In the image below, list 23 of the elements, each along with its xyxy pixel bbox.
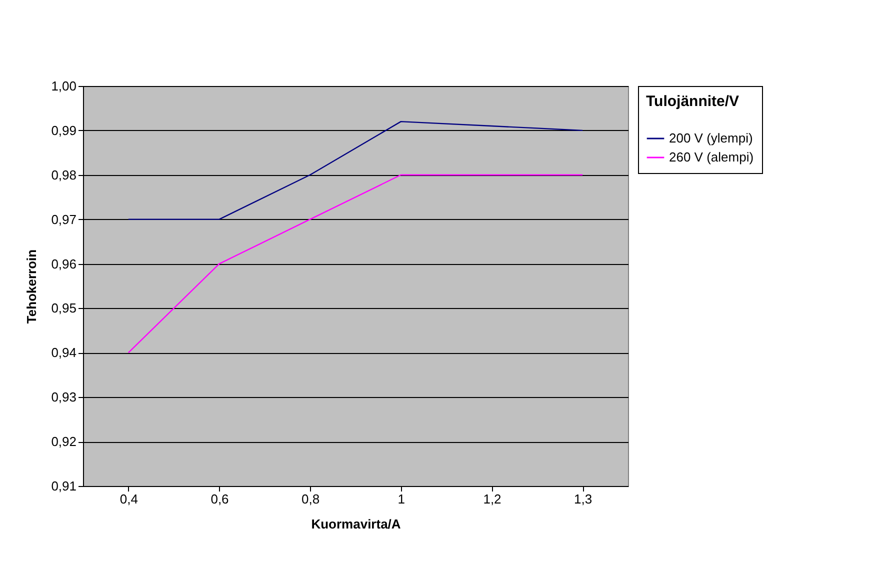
y-tick-label: 0,96	[51, 256, 76, 272]
y-tick-label: 0,92	[51, 434, 76, 450]
line-series	[128, 174, 584, 354]
x-tick-label: 0,6	[210, 492, 229, 506]
y-axis-title: Tehokerroin	[24, 249, 40, 324]
x-tick-label: 1,2	[483, 492, 502, 506]
line-series	[128, 120, 584, 220]
y-tick-label: 0,91	[51, 478, 76, 494]
x-axis-title: Kuormavirta/A	[311, 516, 402, 532]
legend-label: 260 V (alempi)	[669, 150, 754, 164]
y-tick-label: 0,99	[51, 122, 76, 138]
y-tick-label: 0,98	[51, 167, 76, 182]
y-tick-label: 0,94	[51, 345, 76, 360]
y-tick-label: 0,95	[51, 300, 76, 316]
y-tick-label: 0,93	[51, 390, 76, 405]
y-tick-label: 0,97	[51, 212, 76, 227]
legend-label: 200 V (ylempi)	[669, 130, 753, 146]
y-tick-label: 1,00	[51, 78, 76, 94]
x-tick-label: 1	[398, 492, 406, 506]
legend-title: Tulojännite/V	[646, 93, 740, 110]
x-tick-label: 0,4	[120, 492, 138, 506]
x-tick-label: 0,8	[302, 492, 320, 506]
x-tick-label: 1,3	[574, 492, 592, 506]
